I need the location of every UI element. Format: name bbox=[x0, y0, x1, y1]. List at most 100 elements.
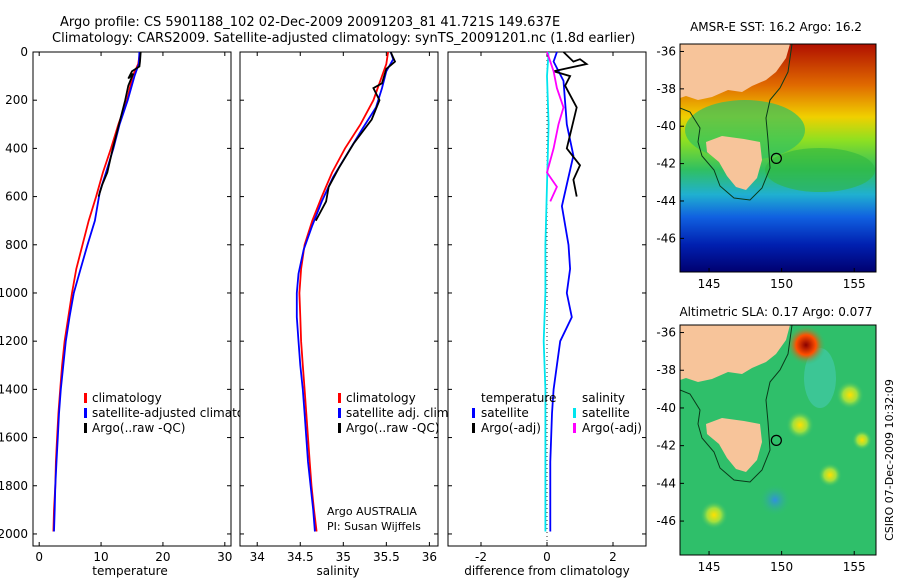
lat-tick-label: -44 bbox=[656, 194, 676, 208]
x-tick-label: 20 bbox=[155, 550, 170, 564]
lat-tick-label: -46 bbox=[656, 514, 676, 528]
sla-field bbox=[680, 325, 876, 555]
legend-label-climatology: climatology bbox=[92, 391, 162, 405]
salinity-axes-frame bbox=[239, 51, 439, 547]
series-line-2 bbox=[97, 51, 142, 197]
sla-map-frame bbox=[679, 324, 877, 556]
depth-tick-label: 400 bbox=[5, 141, 28, 155]
x-tick-label: 35.5 bbox=[373, 550, 400, 564]
depth-tick-label: 0 bbox=[20, 45, 28, 59]
depth-tick-label: 800 bbox=[5, 238, 28, 252]
legend-swatch-argo bbox=[84, 423, 87, 433]
tasmania bbox=[706, 418, 762, 472]
shelf-contour bbox=[680, 44, 793, 201]
x-tick-label: 34.5 bbox=[287, 550, 314, 564]
x-tick-label: 0 bbox=[543, 550, 551, 564]
legend-label-argo: Argo(..raw -QC) bbox=[346, 421, 439, 435]
sla-warm-eddy bbox=[852, 430, 872, 450]
legend-swatch-argo bbox=[338, 423, 341, 433]
salinity-series bbox=[295, 51, 397, 532]
lat-tick-label: -38 bbox=[656, 363, 676, 377]
x-tick-label: 0 bbox=[35, 550, 43, 564]
legend-swatch-temp-satellite bbox=[472, 408, 475, 418]
lat-tick-label: -38 bbox=[656, 82, 676, 96]
depth-tick-label: 2000 bbox=[0, 527, 28, 541]
series-line-1 bbox=[295, 51, 395, 532]
tasmania bbox=[706, 136, 762, 190]
temperature-legend: climatology satellite-adjusted climatolo… bbox=[84, 391, 270, 435]
sst-green-tongue bbox=[765, 148, 875, 192]
sst-map-panel: AMSR-E SST: 16.2 Argo: 16.2 145 150 155 -36… bbox=[656, 20, 877, 291]
australia-mainland bbox=[680, 325, 790, 382]
legend-swatch-satellite bbox=[84, 408, 87, 418]
legend-swatch-temp-argo bbox=[472, 423, 475, 433]
depth-tick-label: 600 bbox=[5, 190, 28, 204]
x-tick-label: 30 bbox=[217, 550, 232, 564]
x-tick-label: 10 bbox=[93, 550, 108, 564]
salinity-xlabel: salinity bbox=[316, 564, 359, 578]
salinity-panel: 34 34.5 35 35.5 36 salinity climatology sate… bbox=[239, 51, 452, 578]
sla-map-title: Altimetric SLA: 0.17 Argo: 0.077 bbox=[679, 305, 872, 319]
series-line-1 bbox=[53, 51, 141, 532]
lat-tick-label: -42 bbox=[656, 157, 676, 171]
figure-title-line2: Climatology: CARS2009. Satellite-adjuste… bbox=[52, 31, 635, 46]
depth-tick-label: 1800 bbox=[0, 479, 28, 493]
legend-label-sal-argo: Argo(-adj) bbox=[582, 421, 642, 435]
sla-high-eddy bbox=[786, 325, 826, 365]
lat-tick-label: -36 bbox=[656, 326, 676, 340]
series-line-2 bbox=[542, 51, 550, 532]
program-annotation: Argo AUSTRALIA bbox=[327, 505, 417, 518]
sst-map-title: AMSR-E SST: 16.2 Argo: 16.2 bbox=[690, 20, 862, 34]
legend-label-satellite-adjusted: satellite-adjusted climatology bbox=[92, 406, 270, 420]
series-line-0 bbox=[298, 51, 389, 532]
figure-title-line1: Argo profile: CS 5901188_102 02-Dec-2009… bbox=[60, 15, 560, 30]
sla-map-panel: Altimetric SLA: 0.17 Argo: 0.077 145 150 1… bbox=[656, 305, 877, 574]
difference-axes-frame bbox=[447, 51, 647, 547]
sla-low-eddy bbox=[759, 484, 791, 516]
x-tick-label: 36 bbox=[422, 550, 437, 564]
depth-tick-label: 1600 bbox=[0, 431, 28, 445]
temperature-panel: 0 200 400 600 800 1000 1200 1400 1600 1800 2000 0 1… bbox=[0, 45, 270, 578]
legend-label-climatology: climatology bbox=[346, 391, 416, 405]
sst-map-frame bbox=[679, 43, 877, 273]
argo-location-marker bbox=[770, 152, 782, 164]
depth-tick-label: 1000 bbox=[0, 286, 28, 300]
legend-swatch-sal-argo bbox=[573, 423, 576, 433]
x-tick-label: 2 bbox=[609, 550, 617, 564]
difference-panel: -2 0 2 difference from climatology tempera… bbox=[447, 51, 647, 578]
sla-warm-eddy bbox=[818, 463, 842, 487]
legend-label-temp-satellite: satellite bbox=[481, 406, 529, 420]
salinity-legend: climatology satellite adj. clim. Argo(..… bbox=[338, 391, 452, 435]
series-line-2 bbox=[315, 51, 397, 222]
lon-tick-label: 155 bbox=[843, 277, 866, 291]
difference-legend: temperature satellite Argo(-adj) salinit… bbox=[472, 391, 642, 435]
lon-tick-label: 150 bbox=[770, 560, 793, 574]
temperature-series bbox=[52, 51, 142, 532]
argo-location-marker bbox=[770, 434, 782, 446]
lat-tick-label: -36 bbox=[656, 44, 676, 58]
series-line-1 bbox=[553, 51, 589, 197]
legend-swatch-climatology bbox=[338, 393, 341, 403]
sla-warm-eddy bbox=[700, 501, 728, 529]
depth-tick-label: 1200 bbox=[0, 334, 28, 348]
x-tick-label: -2 bbox=[475, 550, 487, 564]
depth-axis: 0 200 400 600 800 1000 1200 1400 1600 1800 2000 bbox=[0, 45, 231, 541]
lat-tick-label: -40 bbox=[656, 401, 676, 415]
x-tick-label: 35 bbox=[336, 550, 351, 564]
series-line-3 bbox=[546, 51, 565, 202]
sla-warm-eddy bbox=[786, 411, 814, 439]
difference-axis: -2 0 2 bbox=[448, 51, 646, 564]
legend-label-satellite: satellite adj. clim. bbox=[346, 406, 452, 420]
legend-label-sal-satellite: satellite bbox=[582, 406, 630, 420]
legend-header-salinity: salinity bbox=[582, 391, 625, 405]
temperature-axes-frame bbox=[32, 51, 232, 547]
lat-tick-label: -44 bbox=[656, 476, 676, 490]
difference-xlabel: difference from climatology bbox=[464, 564, 630, 578]
series-line-0 bbox=[549, 51, 575, 532]
australia-mainland bbox=[680, 44, 790, 100]
shelf-contour bbox=[680, 325, 793, 483]
salinity-axis: 34 34.5 35 35.5 36 bbox=[240, 51, 438, 564]
legend-swatch-satellite bbox=[338, 408, 341, 418]
legend-swatch-sal-satellite bbox=[573, 408, 576, 418]
